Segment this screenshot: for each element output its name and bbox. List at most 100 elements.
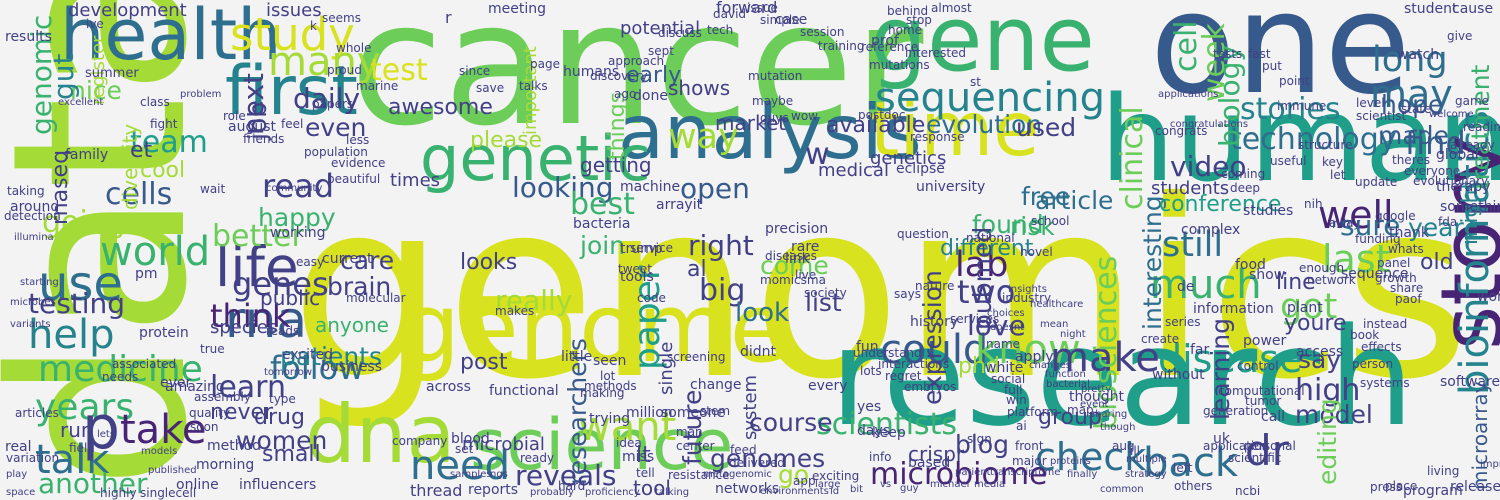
word-workshop: workshop: [1477, 289, 1500, 305]
word-transcriptome: transcriptome: [990, 467, 1061, 478]
word-microbes: microbes: [10, 297, 56, 308]
word-away: away: [1329, 216, 1361, 230]
word-taking: taking: [7, 184, 45, 198]
word-series: series: [1165, 315, 1201, 329]
word-lets: lets: [97, 429, 116, 440]
word-technology: technology: [1230, 122, 1397, 157]
word-model: model: [1295, 400, 1373, 429]
word-al: al: [687, 257, 707, 282]
word-awesome: awesome: [388, 95, 493, 120]
word-blog: blog: [955, 430, 1009, 459]
word-across: across: [426, 379, 471, 395]
word-app: app: [793, 474, 816, 488]
word-forward: forward: [716, 0, 778, 17]
word-evolution: evolution: [926, 110, 1043, 139]
word-meeting: meeting: [488, 1, 547, 17]
word-published: published: [148, 465, 197, 476]
word-human: human: [1100, 70, 1500, 208]
word-didnt: didnt: [740, 344, 777, 360]
word-win: win: [1006, 393, 1027, 407]
word-population: population: [304, 145, 368, 159]
word-mutations: mutations: [869, 58, 930, 72]
word-therapy: therapy: [1436, 179, 1491, 195]
word-theres: theres: [1392, 153, 1430, 167]
word-rare: rare: [791, 239, 820, 255]
word-diversity: diversity: [118, 123, 142, 210]
word-deep: deep: [1230, 181, 1260, 195]
word-trying: trying: [589, 411, 631, 427]
word-someone: someone: [661, 405, 726, 421]
word-thread: thread: [410, 481, 463, 500]
word-sequence: sequence: [1341, 266, 1409, 282]
word-results: results: [5, 29, 52, 45]
word-cancer: cancer: [350, 0, 924, 164]
word-models: models: [141, 446, 178, 457]
word-whole: whole: [336, 41, 372, 55]
word-fast: fast: [1248, 47, 1271, 61]
word-team: team: [130, 125, 208, 160]
word-study: study: [230, 8, 355, 61]
word-maybe: maybe: [752, 94, 794, 108]
word-congratulations: congratulations: [1170, 119, 1249, 130]
word-nature: nature: [915, 279, 955, 293]
word-choices: choices: [987, 308, 1025, 319]
word-lots: lots: [860, 364, 882, 378]
word-regret: regret: [885, 369, 922, 383]
word-come: come: [760, 251, 829, 280]
word-ive: ive: [86, 17, 104, 31]
word-living: living: [1427, 464, 1460, 478]
word-even: even: [305, 113, 367, 142]
word-molecular: molecular: [346, 291, 406, 305]
word-sharing: sharing: [1090, 409, 1128, 420]
word-embryos: embryos: [904, 380, 957, 394]
word-school: school: [1031, 214, 1070, 228]
word-research: research: [830, 299, 1415, 456]
word-full: full: [1004, 383, 1023, 397]
word-humans: humans: [563, 64, 620, 80]
word-test: test: [370, 53, 428, 88]
word-never: never: [210, 400, 274, 425]
word-info: info: [869, 450, 892, 464]
word-session: session: [800, 25, 845, 39]
word-personal: personal: [1244, 439, 1296, 453]
word-got: got: [1280, 287, 1338, 327]
word-market: market: [715, 111, 786, 135]
word-tell: tell: [636, 466, 655, 480]
word-best: best: [570, 187, 635, 222]
word-fight: fight: [150, 117, 178, 131]
word-level: level: [1356, 96, 1385, 110]
word-vs: vs: [880, 479, 892, 490]
word-service: service: [630, 241, 673, 255]
word-national: national: [966, 231, 1015, 245]
word-doesnt: doesnt: [990, 322, 1025, 333]
word-many: many: [268, 39, 381, 85]
word-please: please: [470, 128, 543, 153]
word-detection: detection: [4, 209, 61, 223]
word-discuss: discuss: [658, 26, 702, 40]
word-behind: behind: [887, 4, 929, 18]
word-resistance: resistance: [668, 468, 730, 482]
word-idea: idea: [616, 436, 642, 450]
word-phd: phd: [958, 354, 1000, 379]
word-needs: needs: [102, 370, 139, 384]
word-p: p: [82, 393, 121, 463]
word-line: line: [1276, 270, 1316, 295]
word-common: common: [1100, 484, 1144, 495]
word-say: say: [1298, 345, 1342, 374]
word-guys: guys: [760, 111, 789, 125]
word-put: put: [1262, 59, 1282, 73]
word-species: species: [210, 317, 278, 338]
word-food: food: [1235, 257, 1266, 273]
word-eclipse: eclipse: [896, 161, 945, 177]
word-follow: follow: [270, 349, 365, 387]
word-momicsma: momicsma: [760, 273, 826, 287]
word-complex: complex: [1181, 222, 1241, 238]
word-diseases: diseases: [765, 249, 817, 263]
word-beautiful: beautiful: [327, 172, 381, 186]
word-place: place: [1385, 479, 1418, 493]
word-right: right: [688, 229, 754, 262]
word-working: working: [270, 225, 326, 241]
word-fun: fun: [856, 339, 879, 355]
word-cause: cause: [1452, 1, 1494, 17]
word-think: think: [210, 297, 291, 335]
